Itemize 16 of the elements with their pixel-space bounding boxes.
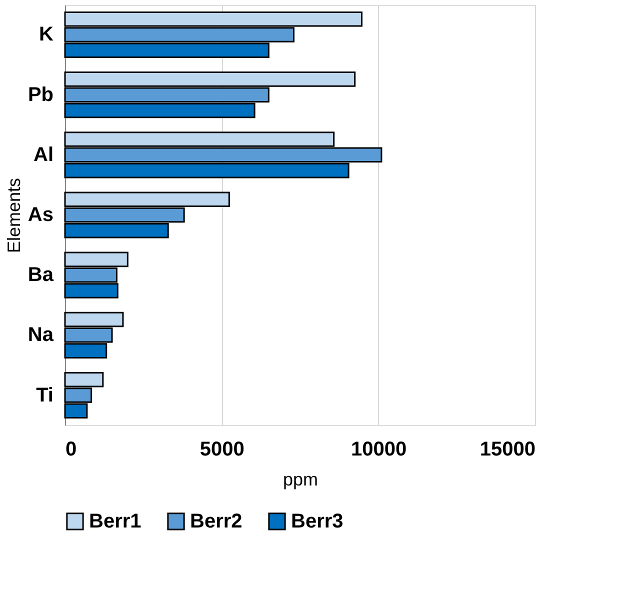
legend-label: Berr2 (190, 510, 242, 532)
x-tick-label: 10000 (351, 438, 407, 460)
y-axis-title: Elements (4, 178, 24, 254)
y-tick-label: Na (28, 324, 54, 346)
x-axis-title: ppm (282, 470, 318, 490)
x-tick-label: 5000 (200, 438, 244, 460)
y-tick-label: K (39, 24, 54, 46)
y-tick-label: Ti (36, 384, 54, 406)
y-tick-label: Al (34, 144, 54, 166)
legend-label: Berr1 (89, 510, 142, 532)
x-tick-label: 15000 (480, 438, 536, 460)
legend-label: Berr3 (291, 510, 344, 532)
x-tick-label: 0 (66, 438, 77, 460)
y-tick-label: Pb (28, 84, 54, 106)
y-tick-label: As (28, 204, 54, 226)
y-tick-label: Ba (28, 264, 54, 286)
